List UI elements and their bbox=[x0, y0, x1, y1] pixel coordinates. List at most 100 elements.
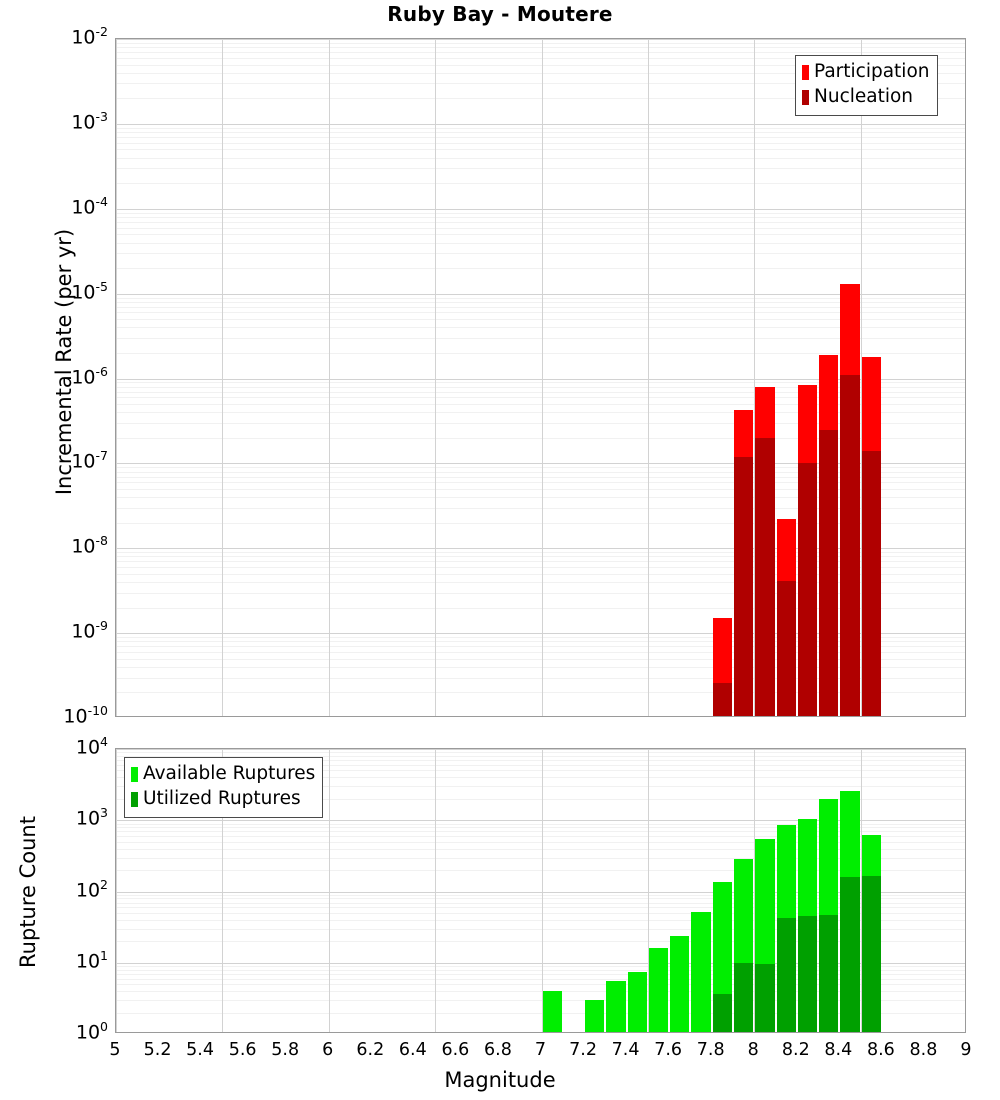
bar-available-ruptures bbox=[542, 991, 562, 1032]
gridline-minor bbox=[116, 312, 965, 314]
gridline-minor bbox=[116, 898, 965, 900]
y-tick-label: 10-5 bbox=[71, 278, 108, 303]
legend-swatch-icon bbox=[131, 792, 138, 807]
gridline-minor bbox=[116, 755, 965, 757]
gridline-major bbox=[116, 820, 965, 822]
gridline-minor bbox=[116, 412, 965, 414]
gridline-minor bbox=[116, 507, 965, 509]
gridline-major bbox=[116, 548, 965, 550]
gridline-minor bbox=[116, 692, 965, 694]
gridline-minor bbox=[116, 47, 965, 49]
gridline-minor bbox=[116, 352, 965, 354]
x-tick-label: 6.6 bbox=[441, 1040, 470, 1060]
gridline-minor bbox=[116, 52, 965, 54]
bottom-y-axis-label: Rupture Count bbox=[16, 816, 40, 968]
gridline-minor bbox=[116, 592, 965, 594]
y-tick-label: 10-3 bbox=[71, 108, 108, 134]
x-tick-label: 5.6 bbox=[228, 1040, 257, 1060]
gridline-vertical bbox=[860, 39, 862, 716]
gridline-minor bbox=[116, 183, 965, 185]
gridline-minor bbox=[116, 437, 965, 439]
legend-item: Nucleation bbox=[802, 85, 930, 110]
gridline-minor bbox=[116, 422, 965, 424]
y-tick-label: 10-7 bbox=[71, 448, 108, 473]
x-tick-label: 7.8 bbox=[696, 1040, 725, 1060]
x-tick-label: 5.4 bbox=[186, 1040, 215, 1060]
gridline-minor bbox=[116, 556, 965, 558]
gridline-major bbox=[116, 962, 965, 964]
x-tick-label: 8.8 bbox=[909, 1040, 938, 1060]
gridline-minor bbox=[116, 836, 965, 838]
gridline-minor bbox=[116, 831, 965, 833]
gridline-minor bbox=[116, 969, 965, 971]
legend-swatch-icon bbox=[802, 90, 809, 105]
x-tick-label: 6 bbox=[322, 1040, 334, 1060]
gridline-minor bbox=[116, 902, 965, 904]
gridline-minor bbox=[116, 127, 965, 129]
legend-swatch-icon bbox=[131, 767, 138, 782]
gridline-minor bbox=[116, 857, 965, 859]
legend-item: Available Ruptures bbox=[131, 762, 315, 787]
gridline-minor bbox=[116, 827, 965, 829]
gridline-minor bbox=[116, 984, 965, 986]
gridline-minor bbox=[116, 637, 965, 638]
gridline-minor bbox=[116, 467, 965, 469]
x-tick-label: 5 bbox=[109, 1040, 121, 1060]
gridline-minor bbox=[116, 907, 965, 909]
gridline-minor bbox=[116, 841, 965, 843]
bar-utilized-ruptures bbox=[776, 918, 796, 1032]
y-tick-label: 102 bbox=[75, 876, 108, 901]
gridline-minor bbox=[116, 301, 965, 303]
y-tick-label: 10-9 bbox=[71, 618, 108, 643]
gridline-vertical bbox=[541, 749, 543, 1032]
gridline-minor bbox=[116, 157, 965, 159]
gridline-minor bbox=[116, 216, 965, 218]
bar-nucleation bbox=[712, 682, 732, 716]
gridline-minor bbox=[116, 764, 965, 766]
gridline-minor bbox=[116, 391, 965, 393]
gridline-minor bbox=[116, 253, 965, 255]
gridline-minor bbox=[116, 666, 965, 668]
gridline-minor bbox=[116, 978, 965, 980]
gridline-minor bbox=[116, 760, 965, 762]
gridline-minor bbox=[116, 646, 965, 648]
bar-nucleation bbox=[755, 437, 775, 716]
y-tick-label: 104 bbox=[75, 734, 108, 759]
bar-utilized-ruptures bbox=[819, 914, 839, 1032]
y-tick-label: 10-6 bbox=[71, 363, 108, 388]
gridline-vertical bbox=[647, 39, 649, 716]
gridline-minor bbox=[116, 641, 965, 643]
gridline-minor bbox=[116, 327, 965, 329]
legend-label: Participation bbox=[814, 61, 930, 83]
bar-nucleation bbox=[840, 374, 860, 716]
legend-label: Utilized Ruptures bbox=[143, 788, 301, 810]
bar-available-ruptures bbox=[670, 935, 690, 1032]
y-tick-label: 10-2 bbox=[71, 24, 108, 49]
gridline-minor bbox=[116, 573, 965, 575]
legend-label: Available Ruptures bbox=[143, 763, 316, 785]
bar-nucleation bbox=[776, 581, 796, 716]
gridline-minor bbox=[116, 137, 965, 139]
x-axis-label: Magnitude bbox=[444, 1068, 556, 1092]
gridline-vertical bbox=[328, 749, 330, 1032]
x-tick-label: 7.2 bbox=[569, 1040, 597, 1060]
gridline-minor bbox=[116, 404, 965, 406]
gridline-minor bbox=[116, 149, 965, 151]
x-tick-label: 6.4 bbox=[398, 1040, 427, 1060]
gridline-minor bbox=[116, 382, 965, 384]
bar-utilized-ruptures bbox=[712, 994, 732, 1032]
rupture-count-plot bbox=[115, 748, 966, 1033]
gridline-minor bbox=[116, 168, 965, 170]
gridline-minor bbox=[116, 142, 965, 144]
gridline-minor bbox=[116, 488, 965, 490]
y-tick-label: 103 bbox=[75, 805, 108, 830]
gridline-major bbox=[116, 123, 965, 125]
gridline-minor bbox=[116, 83, 965, 85]
gridline-major bbox=[116, 891, 965, 893]
bar-nucleation bbox=[861, 450, 881, 716]
gridline-minor bbox=[116, 234, 965, 236]
gridline-major bbox=[116, 293, 965, 295]
gridline-vertical bbox=[222, 749, 224, 1032]
legend-item: Participation bbox=[802, 60, 930, 85]
gridline-minor bbox=[116, 1012, 965, 1014]
